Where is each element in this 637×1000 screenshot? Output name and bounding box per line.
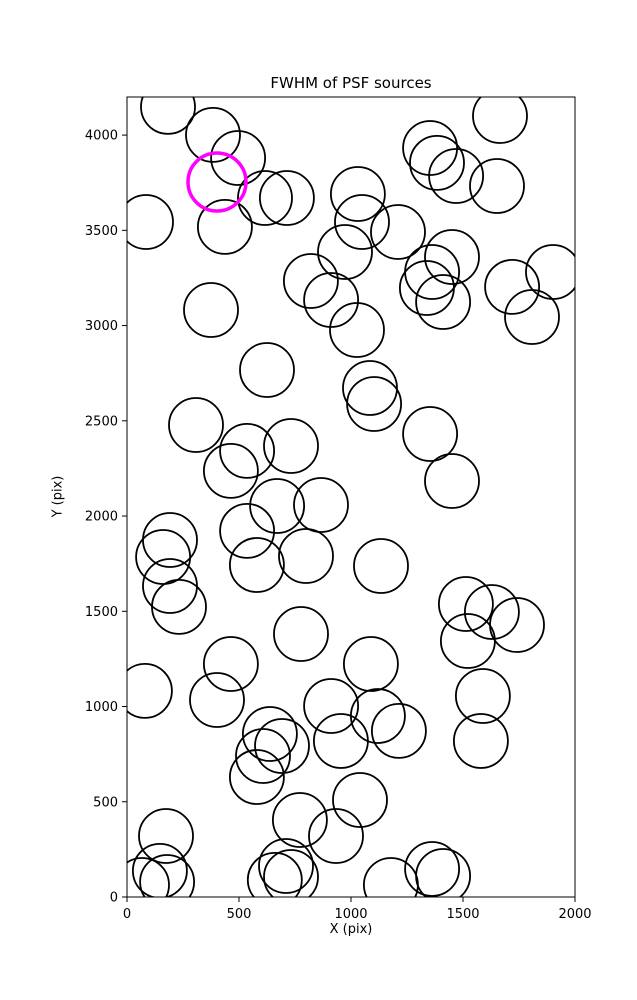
- psf-circle: [404, 841, 461, 897]
- psf-circle: [258, 170, 315, 226]
- y-tick-label: 500: [93, 795, 118, 810]
- psf-circle: [452, 713, 509, 769]
- y-tick-label: 2000: [85, 510, 118, 525]
- psf-circle: [293, 477, 349, 533]
- psf-circle: [168, 397, 224, 453]
- psf-circle: [353, 538, 409, 594]
- psf-circle: [424, 453, 480, 509]
- psf-circle: [428, 148, 485, 204]
- y-axis-label: Y (pix): [50, 475, 66, 518]
- psf-circle: [228, 537, 285, 593]
- y-tick-label: 3500: [85, 224, 118, 239]
- psf-circle: [303, 272, 360, 328]
- psf-circle: [140, 97, 196, 135]
- psf-circle: [409, 134, 465, 191]
- psf-circle: [346, 376, 403, 432]
- psf-circle: [219, 503, 276, 559]
- psf-circle: [249, 478, 306, 534]
- scatter-markers: [127, 97, 575, 897]
- psf-circle: [398, 260, 455, 316]
- psf-circle: [258, 838, 314, 894]
- psf-circle: [132, 843, 188, 897]
- psf-circle: [210, 130, 267, 186]
- psf-circle: [342, 360, 398, 416]
- psf-circle: [370, 204, 426, 260]
- psf-circle: [312, 713, 369, 769]
- psf-circle: [472, 97, 528, 144]
- psf-circle: [196, 198, 253, 255]
- psf-circle: [334, 194, 390, 250]
- psf-circle: [437, 576, 494, 632]
- psf-circle: [484, 258, 540, 315]
- psf-circle: [263, 849, 319, 897]
- psf-circle: [271, 792, 328, 848]
- psf-circle: [138, 808, 194, 864]
- psf-circle: [329, 302, 385, 358]
- psf-circle: [185, 106, 241, 163]
- psf-circle: [151, 579, 207, 635]
- psf-circle: [415, 274, 472, 330]
- psf-circle: [342, 636, 399, 692]
- psf-circle: [239, 342, 295, 398]
- psf-circle: [308, 808, 364, 864]
- psf-circle: [329, 166, 386, 222]
- psf-circle: [246, 852, 303, 897]
- x-tick-label: 1500: [446, 907, 479, 922]
- y-tick-label: 3000: [85, 319, 118, 334]
- x-tick-label: 1000: [334, 907, 367, 922]
- psf-circle: [332, 772, 388, 828]
- y-tick-label: 1500: [85, 605, 118, 620]
- psf-circle: [402, 406, 459, 462]
- psf-circle: [202, 636, 259, 692]
- psf-circle: [303, 678, 360, 734]
- y-tick-label: 0: [110, 891, 118, 906]
- psf-circle: [139, 854, 195, 897]
- psf-circle: [469, 158, 525, 214]
- psf-circle: [273, 606, 329, 662]
- psf-circle: [317, 224, 373, 280]
- psf-circle: [241, 706, 298, 762]
- psf-circle: [504, 289, 560, 345]
- y-tick-label: 2500: [85, 414, 118, 429]
- x-tick-label: 0: [123, 907, 131, 922]
- psf-circle: [219, 422, 276, 479]
- psf-circle: [370, 703, 427, 759]
- x-tick-label: 500: [227, 907, 252, 922]
- psf-circle: [402, 120, 459, 176]
- psf-circle: [263, 418, 319, 474]
- psf-circle: [424, 229, 480, 285]
- psf-circle: [235, 728, 291, 784]
- psf-circle: [278, 528, 334, 584]
- psf-circle: [454, 668, 511, 724]
- y-tick-label: 1000: [85, 700, 118, 715]
- chart-title: FWHM of PSF sources: [270, 74, 432, 92]
- psf-circle: [127, 663, 173, 719]
- psf-circle: [127, 194, 174, 250]
- psf-circle: [463, 584, 520, 640]
- psf-circle: [127, 857, 170, 897]
- psf-circle: [363, 857, 419, 897]
- psf-circle: [254, 718, 310, 774]
- psf-circle: [237, 170, 293, 226]
- y-tick-label: 4000: [85, 129, 118, 144]
- psf-circle: [228, 749, 285, 805]
- axes-box: [126, 96, 576, 898]
- highlight-circle: [186, 151, 248, 213]
- psf-circle: [189, 672, 245, 728]
- psf-circle: [202, 442, 259, 499]
- psf-circle: [282, 253, 339, 309]
- psf-circle: [183, 282, 239, 338]
- x-axis-label: X (pix): [329, 922, 373, 937]
- psf-circle: [439, 613, 496, 669]
- x-tick-label: 2000: [558, 907, 591, 922]
